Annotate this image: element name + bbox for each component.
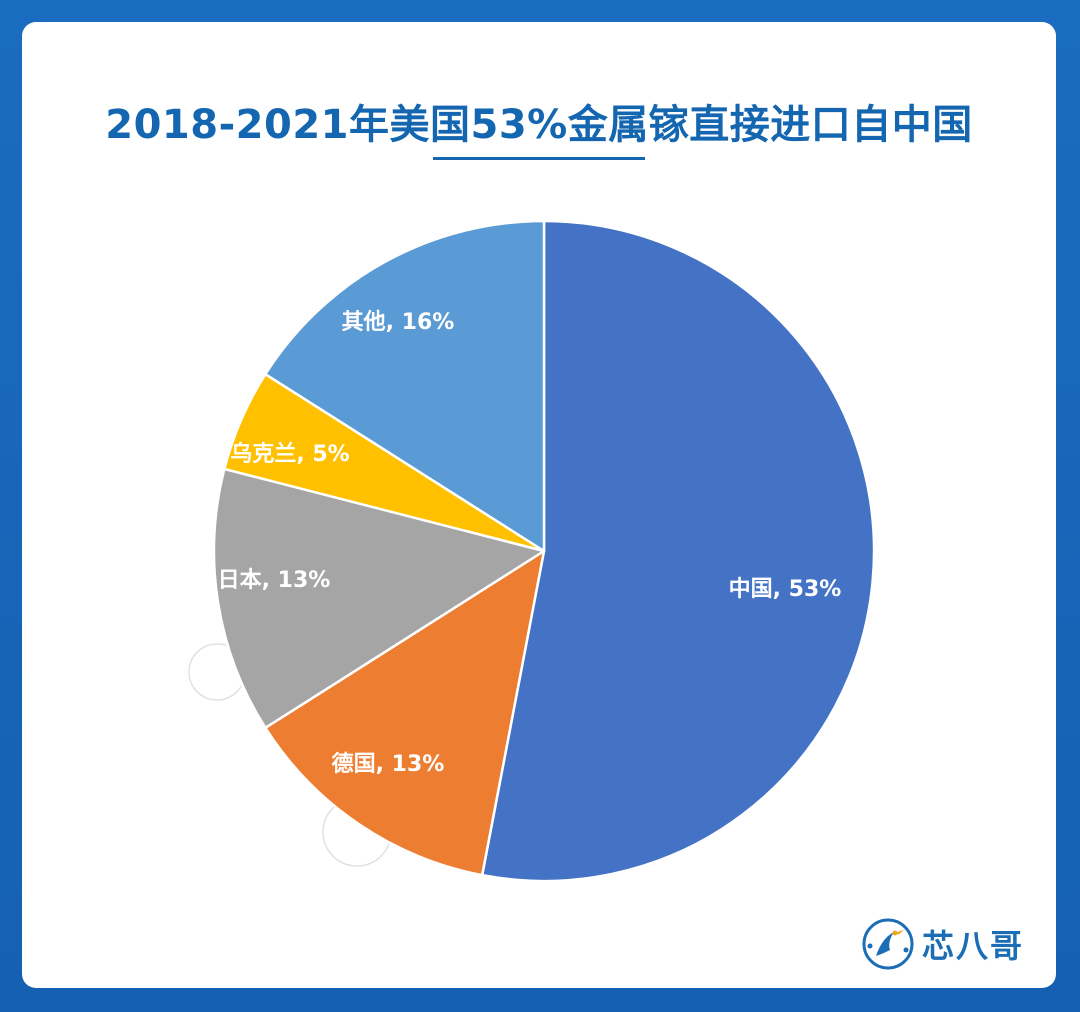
slice-label-4: 乌克兰, 5% (230, 441, 349, 467)
slice-label-2: 德国, 13% (332, 751, 445, 777)
slice-label-1: 中国, 53% (729, 577, 842, 602)
pie-slice-2 (264, 549, 546, 877)
pie-chart: 中国, 53% 德国, 13% 日本, 13% 乌克兰, 5% 其他, 16% (188, 219, 876, 883)
slice-label-5: 其他, 16% (342, 310, 455, 335)
brand-logo: 芯八哥 (860, 914, 1024, 974)
pie-slices (212, 219, 876, 883)
pie-slice-1 (480, 219, 876, 883)
brand-name: 芯八哥 (922, 927, 1025, 965)
pie-labels: 中国, 53% 德国, 13% 日本, 13% 乌克兰, 5% 其他, 16% (218, 310, 842, 777)
chart-card: 2018-2021年美国53%金属镓直接进口自中国 中国, 53% 德国, 1 (22, 22, 1056, 988)
chart-title: 2018-2021年美国53%金属镓直接进口自中国 (105, 102, 973, 148)
pie-slice-5 (264, 219, 546, 553)
slice-label-3: 日本, 13% (218, 568, 331, 593)
title-underline (433, 157, 645, 160)
bird-circle-logo-icon (862, 918, 914, 970)
pie-slice-3 (212, 467, 546, 730)
